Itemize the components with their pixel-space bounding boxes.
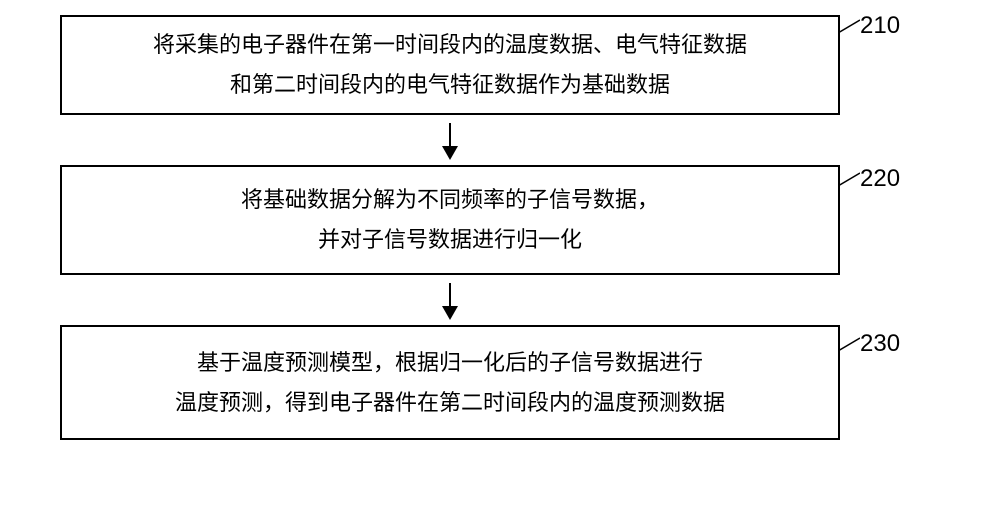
label-connector-220 <box>838 171 860 186</box>
step-line-2: 和第二时间段内的电气特征数据作为基础数据 <box>153 65 747 105</box>
step-line-2: 并对子信号数据进行归一化 <box>241 220 659 260</box>
step-label-210: 210 <box>860 12 900 40</box>
step-label-220: 220 <box>860 165 900 193</box>
arrow-2 <box>60 275 840 325</box>
step-box-210: 将采集的电子器件在第一时间段内的温度数据、电气特征数据 和第二时间段内的电气特征… <box>60 15 840 115</box>
label-connector-210 <box>838 18 860 33</box>
flowchart-container: 将采集的电子器件在第一时间段内的温度数据、电气特征数据 和第二时间段内的电气特征… <box>60 15 840 440</box>
step-text: 将基础数据分解为不同频率的子信号数据， 并对子信号数据进行归一化 <box>241 180 659 259</box>
step-line-1: 将基础数据分解为不同频率的子信号数据， <box>241 180 659 220</box>
arrow-1 <box>60 115 840 165</box>
step-box-230: 基于温度预测模型，根据归一化后的子信号数据进行 温度预测，得到电子器件在第二时间… <box>60 325 840 440</box>
step-line-1: 基于温度预测模型，根据归一化后的子信号数据进行 <box>175 343 725 383</box>
label-connector-230 <box>838 336 860 351</box>
step-line-1: 将采集的电子器件在第一时间段内的温度数据、电气特征数据 <box>153 25 747 65</box>
step-text: 将采集的电子器件在第一时间段内的温度数据、电气特征数据 和第二时间段内的电气特征… <box>153 25 747 104</box>
step-box-220: 将基础数据分解为不同频率的子信号数据， 并对子信号数据进行归一化 <box>60 165 840 275</box>
step-text: 基于温度预测模型，根据归一化后的子信号数据进行 温度预测，得到电子器件在第二时间… <box>175 343 725 422</box>
step-label-230: 230 <box>860 330 900 358</box>
step-line-2: 温度预测，得到电子器件在第二时间段内的温度预测数据 <box>175 383 725 423</box>
